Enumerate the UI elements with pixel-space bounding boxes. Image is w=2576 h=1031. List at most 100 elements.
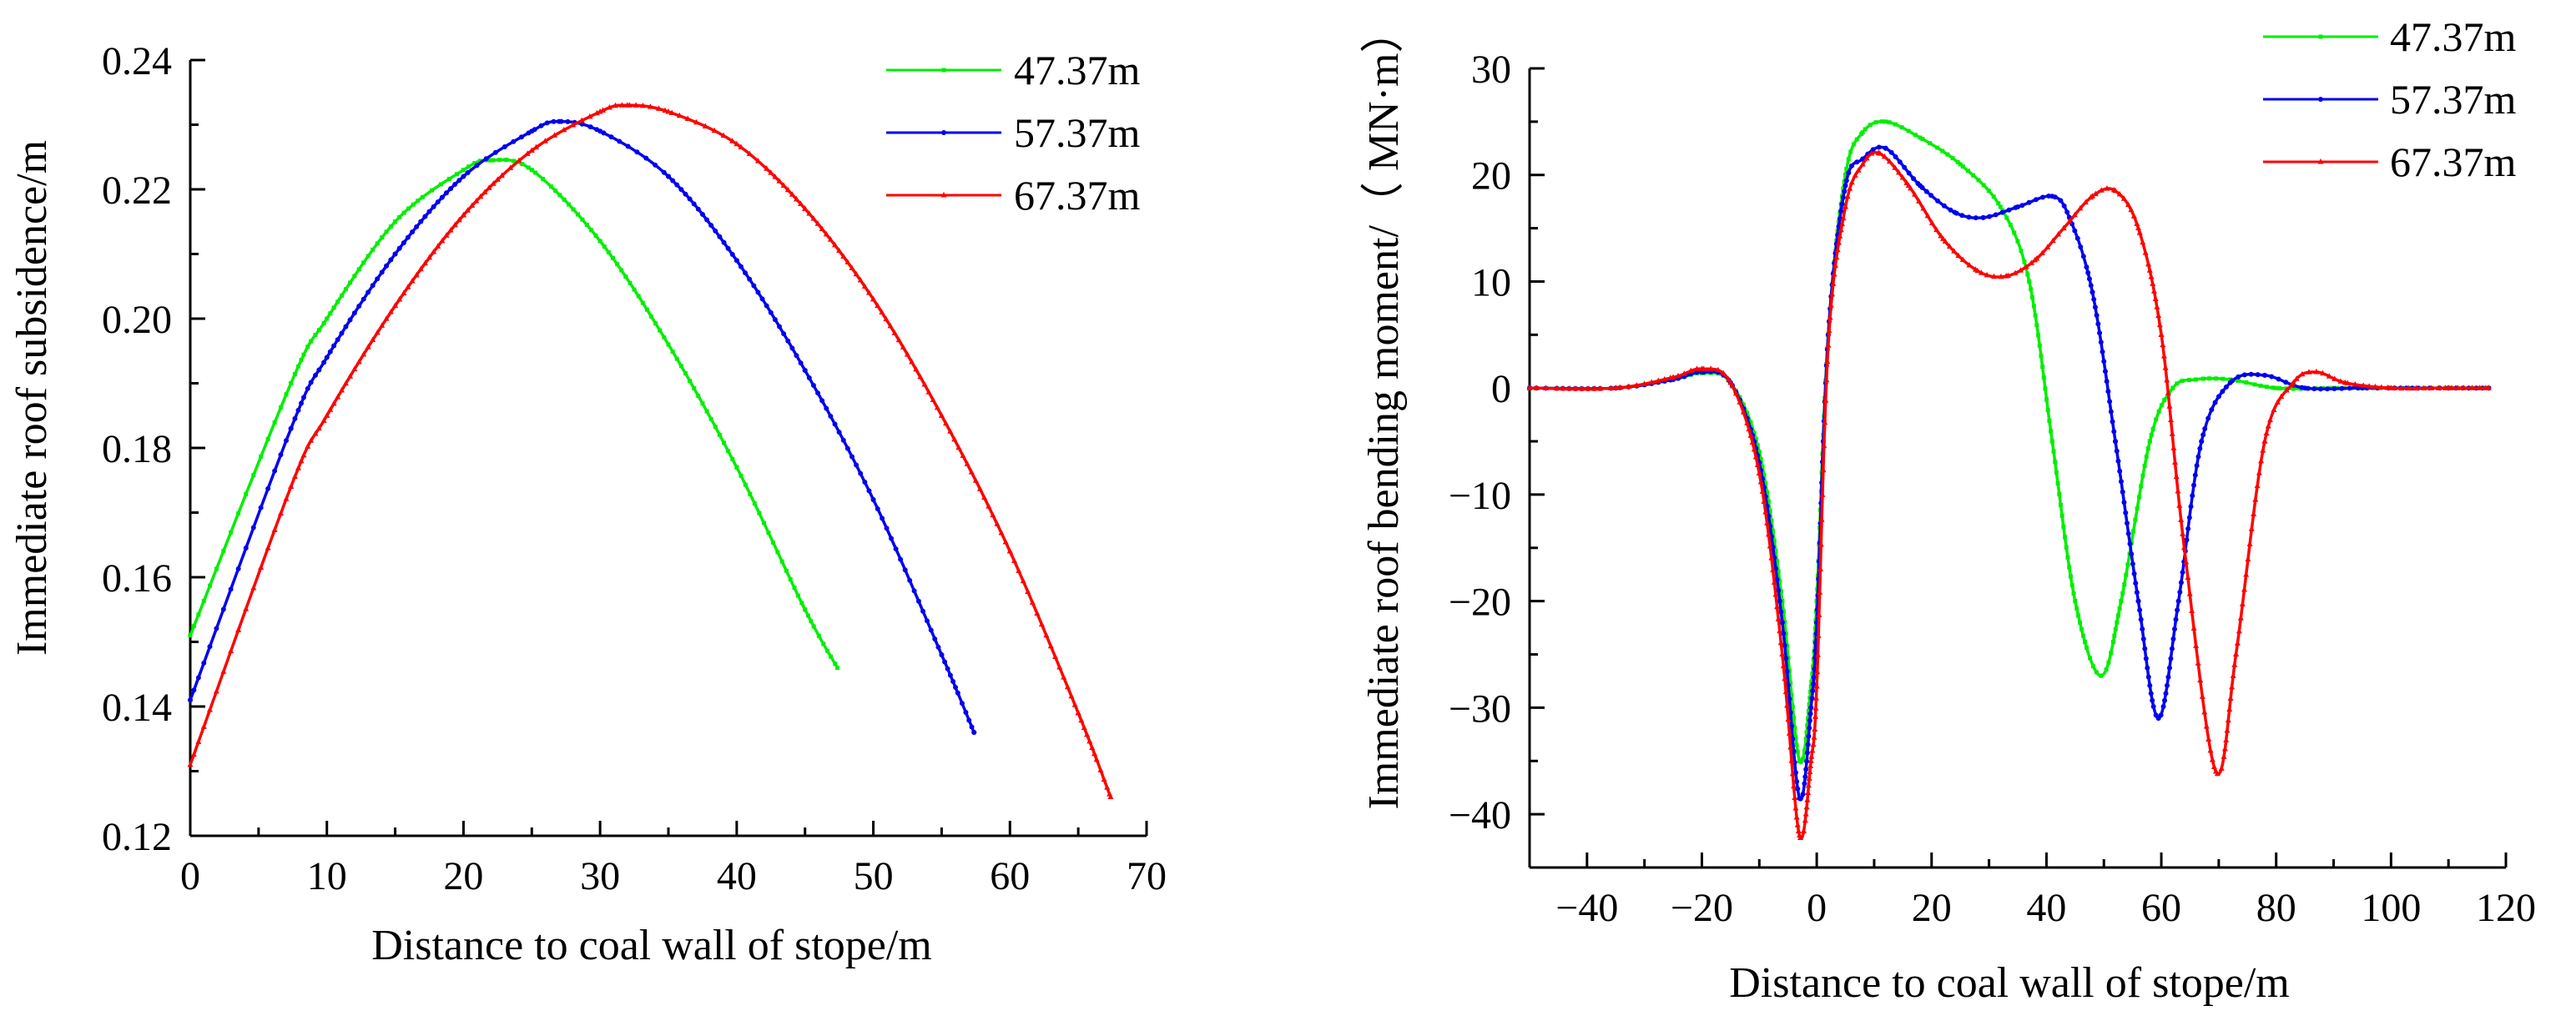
data-point xyxy=(2092,304,2098,310)
data-point xyxy=(1976,178,1981,183)
data-point xyxy=(1999,209,2005,215)
data-point xyxy=(2261,438,2268,444)
data-point xyxy=(486,184,492,190)
data-point xyxy=(2100,349,2105,355)
data-point xyxy=(2142,646,2148,651)
data-point xyxy=(1707,365,1714,371)
series-line-57.37m xyxy=(1530,145,2489,802)
data-point xyxy=(2185,526,2191,531)
data-point xyxy=(387,309,394,314)
data-point xyxy=(2485,385,2492,390)
data-point xyxy=(625,143,631,149)
data-point xyxy=(1811,675,1817,681)
data-point xyxy=(356,303,362,309)
data-point xyxy=(905,351,910,357)
data-point xyxy=(2116,190,2123,197)
subsidence-chart: 0 10 20 30 40 50 60 70 0.12 0.14 0.16 0.18 0.20 0.22 0… xyxy=(8,39,1167,969)
data-point xyxy=(1928,193,1934,199)
data-point xyxy=(375,276,381,282)
data-point xyxy=(2147,439,2152,444)
data-point xyxy=(2387,385,2394,390)
data-point xyxy=(1767,542,1773,549)
data-point xyxy=(1935,145,1940,150)
data-point xyxy=(2053,460,2058,465)
data-point xyxy=(2079,626,2084,631)
data-point xyxy=(1843,178,1849,184)
data-point xyxy=(1991,273,1998,279)
data-point xyxy=(196,612,201,617)
data-point xyxy=(236,510,241,516)
data-point xyxy=(809,619,814,624)
data-point xyxy=(1800,792,1806,797)
data-point xyxy=(2120,489,2125,495)
data-point xyxy=(2190,625,2197,631)
data-point xyxy=(2283,386,2290,393)
y-tick-label: −30 xyxy=(1449,686,1511,731)
data-point xyxy=(481,189,488,194)
data-point xyxy=(1715,366,1722,373)
data-point xyxy=(2059,513,2064,518)
data-point xyxy=(2033,313,2038,318)
data-point xyxy=(2342,379,2348,385)
data-point xyxy=(383,315,390,321)
data-point xyxy=(483,156,489,162)
data-point xyxy=(2337,378,2344,384)
data-point xyxy=(2034,323,2039,328)
data-point xyxy=(2193,642,2200,648)
data-point xyxy=(2209,756,2216,762)
data-point xyxy=(2207,376,2212,381)
data-point xyxy=(1765,531,1772,537)
data-point xyxy=(1948,207,1953,213)
data-point xyxy=(683,371,688,376)
data-point xyxy=(2119,599,2124,604)
data-point xyxy=(849,264,855,271)
data-point xyxy=(1808,705,1814,711)
data-point xyxy=(2145,674,2151,680)
data-point xyxy=(2258,457,2265,464)
data-point xyxy=(1612,385,1619,390)
data-point xyxy=(2071,211,2078,218)
data-point xyxy=(1928,141,1933,146)
data-point xyxy=(443,232,450,238)
data-point xyxy=(593,109,600,116)
data-point xyxy=(1034,610,1041,616)
data-point xyxy=(1797,758,1802,763)
data-point xyxy=(2124,521,2130,526)
y-axis-title: Immediate roof bending moment/（ MN·m） xyxy=(1360,10,1408,810)
data-point xyxy=(971,730,977,735)
data-point xyxy=(498,172,505,179)
data-point xyxy=(466,164,471,169)
data-point xyxy=(849,454,854,460)
legend-marker-57.37m xyxy=(2318,97,2323,102)
data-point xyxy=(2111,429,2117,435)
data-point xyxy=(524,150,531,156)
data-point xyxy=(2150,704,2156,710)
data-point xyxy=(1617,384,1624,390)
data-point xyxy=(1839,201,1845,207)
data-point xyxy=(1803,737,1808,742)
data-point xyxy=(1794,778,1800,784)
data-point xyxy=(1626,383,1632,390)
data-point xyxy=(331,343,337,349)
data-point xyxy=(829,654,834,659)
data-point xyxy=(893,546,899,551)
data-point xyxy=(2435,385,2442,390)
data-point xyxy=(1810,671,1815,676)
data-point xyxy=(1974,267,1981,274)
data-point xyxy=(2173,473,2180,480)
data-point xyxy=(2139,484,2144,489)
y-tick-label: 0.22 xyxy=(102,168,172,213)
data-point xyxy=(2274,385,2279,390)
data-point xyxy=(465,207,471,213)
data-point xyxy=(2094,670,2099,675)
data-point xyxy=(426,209,432,214)
data-point xyxy=(1756,470,1762,475)
data-point xyxy=(1860,130,1865,135)
data-point xyxy=(1526,385,1533,390)
data-point xyxy=(2355,385,2361,391)
data-point xyxy=(2110,419,2115,425)
data-point xyxy=(610,256,615,261)
data-point xyxy=(597,239,602,244)
data-point xyxy=(335,337,340,343)
data-point xyxy=(1933,226,1940,233)
